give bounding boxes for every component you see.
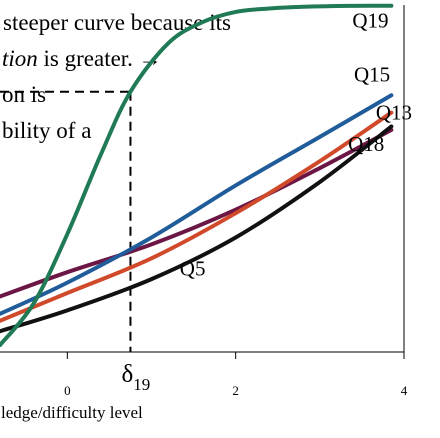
x-axis-ticks: 0 2 4 bbox=[64, 352, 408, 398]
annotation-line-3: on is bbox=[2, 82, 46, 107]
curve-q5 bbox=[0, 124, 394, 334]
x-axis-title: ledge/difficulty level bbox=[1, 403, 143, 422]
curve-labels: Q19 Q15 Q13 Q18 Q5 bbox=[180, 9, 412, 281]
x-tick-label: 2 bbox=[232, 383, 239, 398]
curve-q18 bbox=[0, 127, 394, 299]
annotation-line-2-rest: is greater. → bbox=[38, 46, 162, 71]
annotation-line-1: steeper curve because its bbox=[3, 10, 231, 35]
x-tick-label: 4 bbox=[401, 383, 408, 398]
annotation-line-4: bility of a bbox=[2, 118, 91, 143]
x-tick-label: 0 bbox=[64, 383, 71, 398]
curve-q15 bbox=[0, 93, 394, 316]
curve-label-q15: Q15 bbox=[354, 62, 390, 86]
delta-label: δ19 bbox=[121, 361, 150, 394]
annotation-line-2-italic: tion bbox=[2, 46, 38, 71]
curve-q19 bbox=[0, 3, 394, 348]
curve-label-q19: Q19 bbox=[352, 9, 388, 33]
curve-label-q13: Q13 bbox=[376, 101, 412, 125]
curve-label-q18: Q18 bbox=[348, 132, 384, 156]
curves bbox=[0, 3, 394, 348]
delta-subscript: 19 bbox=[133, 375, 150, 394]
annotation-text: steeper curve because its tion is greate… bbox=[2, 10, 231, 143]
curve-q13 bbox=[0, 110, 394, 323]
curve-label-q5: Q5 bbox=[180, 257, 206, 281]
annotation-line-2: tion is greater. → bbox=[2, 46, 162, 71]
delta-symbol: δ bbox=[121, 361, 133, 388]
